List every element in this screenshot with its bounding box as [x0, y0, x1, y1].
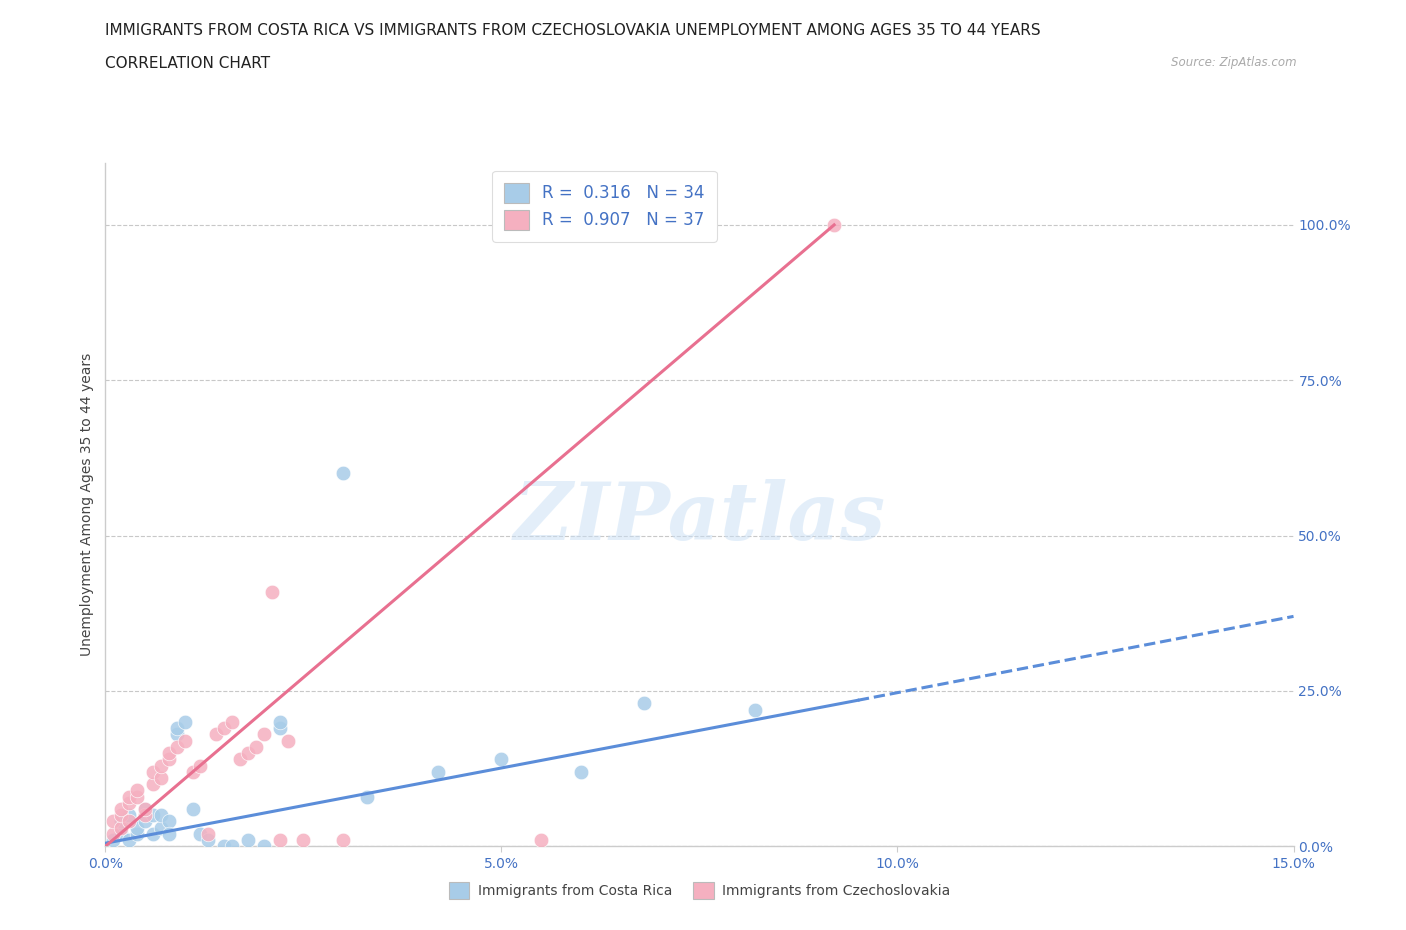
Point [157, 814, 180, 829]
Point [157, 751, 180, 766]
Point [134, 802, 156, 817]
Text: ZIPatlas: ZIPatlas [513, 480, 886, 557]
Point [134, 802, 156, 817]
Point [569, 764, 592, 779]
Point [236, 746, 259, 761]
Legend: Immigrants from Costa Rica, Immigrants from Czechoslovakia: Immigrants from Costa Rica, Immigrants f… [443, 876, 956, 905]
Point [110, 802, 132, 817]
Point [269, 721, 291, 736]
Point [142, 827, 165, 842]
Point [530, 832, 553, 847]
Point [292, 832, 315, 847]
Point [253, 839, 276, 854]
Point [221, 714, 243, 729]
Point [166, 727, 188, 742]
Point [190, 758, 212, 773]
Point [245, 739, 267, 754]
Point [332, 466, 354, 481]
Point [221, 839, 243, 854]
Point [118, 814, 141, 829]
Point [157, 746, 180, 761]
Point [157, 827, 180, 842]
Point [491, 751, 513, 766]
Point [110, 814, 132, 829]
Point [142, 777, 165, 791]
Point [356, 790, 378, 804]
Point [103, 827, 125, 842]
Point [127, 820, 149, 835]
Point [260, 584, 283, 599]
Point [633, 696, 655, 711]
Point [118, 832, 141, 847]
Point [149, 758, 172, 773]
Point [134, 808, 156, 823]
Point [110, 827, 132, 842]
Point [118, 795, 141, 810]
Point [118, 790, 141, 804]
Point [173, 733, 195, 748]
Point [205, 727, 228, 742]
Point [229, 751, 252, 766]
Point [110, 808, 132, 823]
Point [214, 721, 236, 736]
Point [332, 832, 354, 847]
Point [118, 808, 141, 823]
Y-axis label: Unemployment Among Ages 35 to 44 years: Unemployment Among Ages 35 to 44 years [80, 352, 94, 657]
Point [166, 739, 188, 754]
Point [127, 783, 149, 798]
Point [197, 832, 219, 847]
Point [127, 790, 149, 804]
Point [103, 832, 125, 847]
Point [197, 827, 219, 842]
Point [103, 814, 125, 829]
Point [166, 721, 188, 736]
Point [142, 808, 165, 823]
Point [149, 770, 172, 785]
Point [181, 802, 204, 817]
Point [190, 827, 212, 842]
Point [173, 714, 195, 729]
Point [277, 733, 299, 748]
Point [110, 820, 132, 835]
Point [127, 827, 149, 842]
Point [253, 727, 276, 742]
Text: CORRELATION CHART: CORRELATION CHART [105, 56, 270, 71]
Point [214, 839, 236, 854]
Point [427, 764, 450, 779]
Point [149, 820, 172, 835]
Point [269, 714, 291, 729]
Point [142, 764, 165, 779]
Point [149, 808, 172, 823]
Text: IMMIGRANTS FROM COSTA RICA VS IMMIGRANTS FROM CZECHOSLOVAKIA UNEMPLOYMENT AMONG : IMMIGRANTS FROM COSTA RICA VS IMMIGRANTS… [105, 23, 1040, 38]
Text: Source: ZipAtlas.com: Source: ZipAtlas.com [1171, 56, 1296, 69]
Point [236, 832, 259, 847]
Point [269, 832, 291, 847]
Point [823, 218, 845, 232]
Point [181, 764, 204, 779]
Point [744, 702, 766, 717]
Point [134, 814, 156, 829]
Legend: R =  0.316   N = 34, R =  0.907   N = 37: R = 0.316 N = 34, R = 0.907 N = 37 [492, 171, 717, 242]
